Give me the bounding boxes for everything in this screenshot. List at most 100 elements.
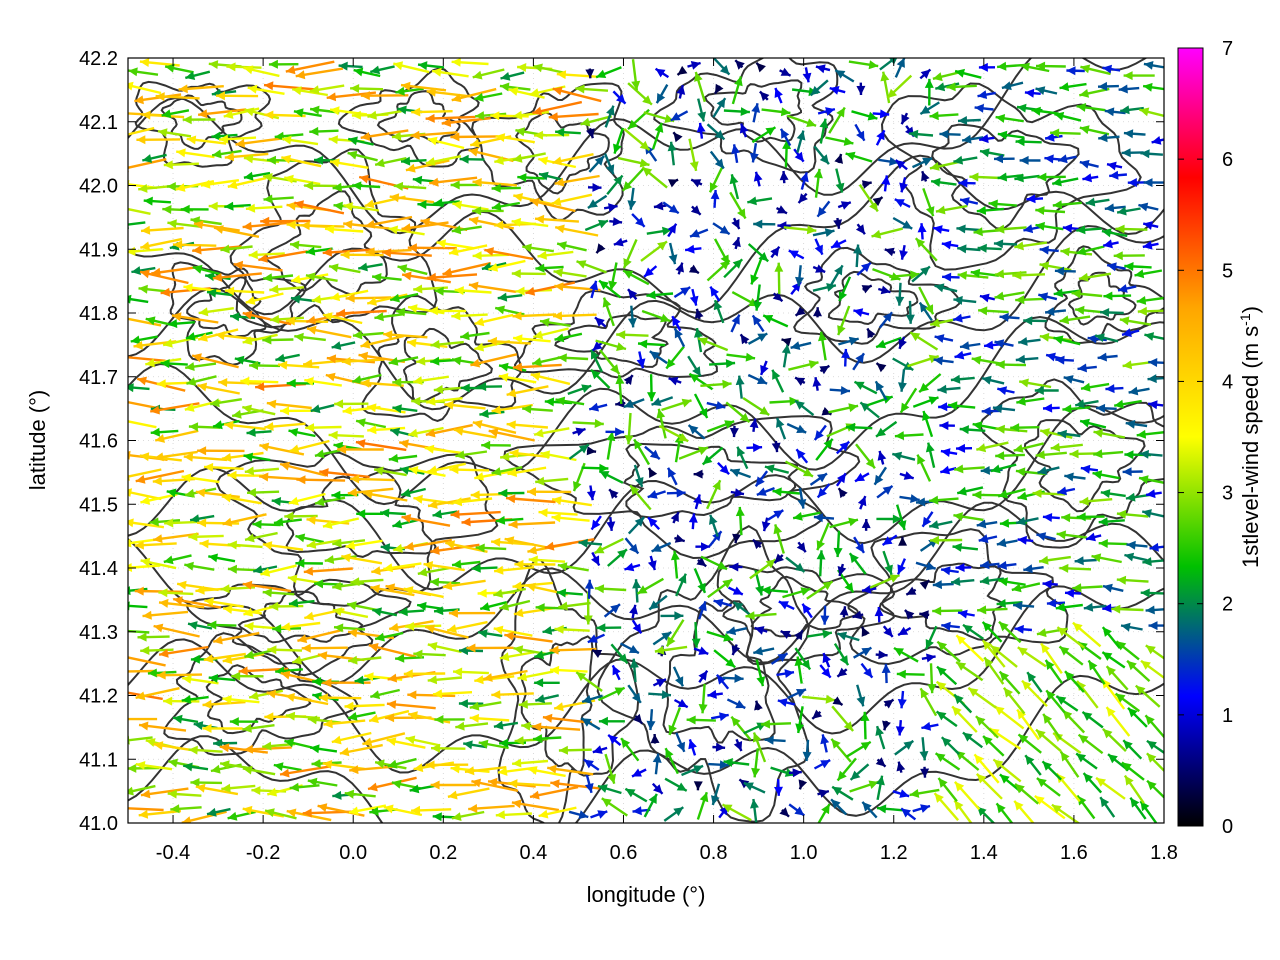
wind-vector-head [852, 610, 863, 620]
wind-vector-head [861, 285, 872, 294]
wind-vector-head [280, 406, 290, 416]
wind-vector-head [580, 117, 591, 127]
wind-vector-head [472, 251, 482, 261]
wind-vector-head [207, 288, 217, 298]
wind-vector-head [668, 254, 678, 265]
wind-vector-head [323, 312, 333, 321]
wind-vector-head [332, 607, 343, 616]
wind-vector [393, 181, 427, 191]
wind-vector [905, 300, 915, 324]
wind-vector [1062, 223, 1079, 233]
wind-vector-head [897, 520, 907, 530]
wind-vector [1119, 316, 1152, 326]
wind-vector [401, 514, 451, 527]
wind-vector-head [243, 744, 254, 754]
wind-vector-head [474, 472, 484, 481]
wind-vector-head [303, 359, 313, 368]
wind-vector-head [522, 404, 532, 414]
wind-vector [732, 236, 741, 250]
wind-vector [452, 497, 493, 507]
wind-vector-head [491, 405, 502, 415]
wind-vector-head [715, 83, 724, 94]
wind-vector [1121, 148, 1144, 158]
wind-vector-head [263, 194, 273, 204]
wind-vector-head [820, 615, 830, 625]
wind-vector-head [322, 247, 332, 257]
wind-vector-head [1039, 555, 1049, 565]
wind-vector-head [1107, 161, 1117, 171]
wind-vector-head [507, 468, 518, 477]
wind-vector-head [364, 672, 374, 682]
wind-vector [430, 780, 477, 790]
wind-vector [853, 244, 863, 268]
wind-vector [998, 670, 1021, 695]
wind-vector-head [332, 790, 342, 800]
wind-vector [387, 757, 417, 769]
wind-vector [617, 156, 650, 168]
wind-vector-head [243, 154, 254, 164]
wind-vector [731, 144, 740, 163]
wind-vector-head [269, 284, 279, 294]
wind-vector [787, 688, 807, 699]
wind-vector-head [1102, 728, 1113, 739]
wind-vector-head [375, 759, 385, 769]
wind-vector-head [1075, 399, 1085, 409]
wind-vector-head [504, 536, 515, 545]
wind-vector [451, 87, 497, 103]
wind-vector-head [761, 719, 771, 729]
wind-vector [979, 293, 996, 303]
wind-vector-head [894, 199, 905, 208]
wind-vector [696, 791, 709, 820]
wind-vector-head [941, 737, 952, 747]
wind-vector [1146, 752, 1164, 773]
wind-vector [1037, 172, 1066, 182]
wind-vector-head [128, 626, 129, 633]
wind-vector [138, 184, 173, 193]
wind-vector-head [806, 118, 817, 127]
wind-vector [587, 194, 608, 210]
wind-vector-head [1130, 797, 1140, 808]
wind-vector-head [1042, 579, 1052, 589]
wind-vector-head [554, 282, 564, 292]
wind-vector-head [897, 564, 906, 575]
wind-vector [130, 335, 158, 345]
wind-vector [749, 558, 777, 580]
wind-vector-head [305, 246, 316, 256]
wind-vector [1149, 542, 1164, 552]
wind-vector-head [207, 807, 217, 817]
wind-vector [895, 504, 907, 531]
wind-vector-head [963, 624, 973, 634]
wind-vector-head [972, 421, 983, 431]
wind-vector-head [910, 332, 921, 342]
wind-vector-head [716, 98, 726, 109]
wind-vector-head [922, 157, 933, 166]
wind-vector-head [615, 427, 625, 437]
wind-vector [388, 453, 418, 463]
wind-vector-head [920, 688, 929, 699]
wind-vector [512, 334, 551, 344]
wind-vector-head [490, 111, 500, 121]
wind-vector [360, 334, 404, 349]
wind-vector-head [573, 481, 582, 492]
wind-vector [1076, 225, 1102, 235]
wind-vector-head [117, 314, 127, 323]
wind-vector-head [960, 341, 970, 351]
wind-vector [430, 543, 480, 555]
wind-vector-head [1145, 605, 1155, 615]
wind-vector-head [221, 453, 232, 462]
wind-vector [1099, 308, 1124, 317]
wind-vector-head [1091, 553, 1102, 563]
wind-vector [1046, 598, 1066, 608]
wind-vector-head [512, 758, 522, 768]
wind-vector-head [1036, 729, 1046, 739]
wind-vector [710, 712, 729, 722]
wind-vector-head [905, 314, 915, 324]
wind-vector [357, 262, 383, 272]
wind-vector [895, 720, 905, 736]
wind-vector [1044, 132, 1063, 142]
wind-vector [713, 238, 730, 266]
wind-vector [468, 281, 517, 293]
wind-vector-head [822, 629, 832, 639]
wind-vector [627, 684, 642, 704]
wind-vector-head [1119, 316, 1130, 326]
